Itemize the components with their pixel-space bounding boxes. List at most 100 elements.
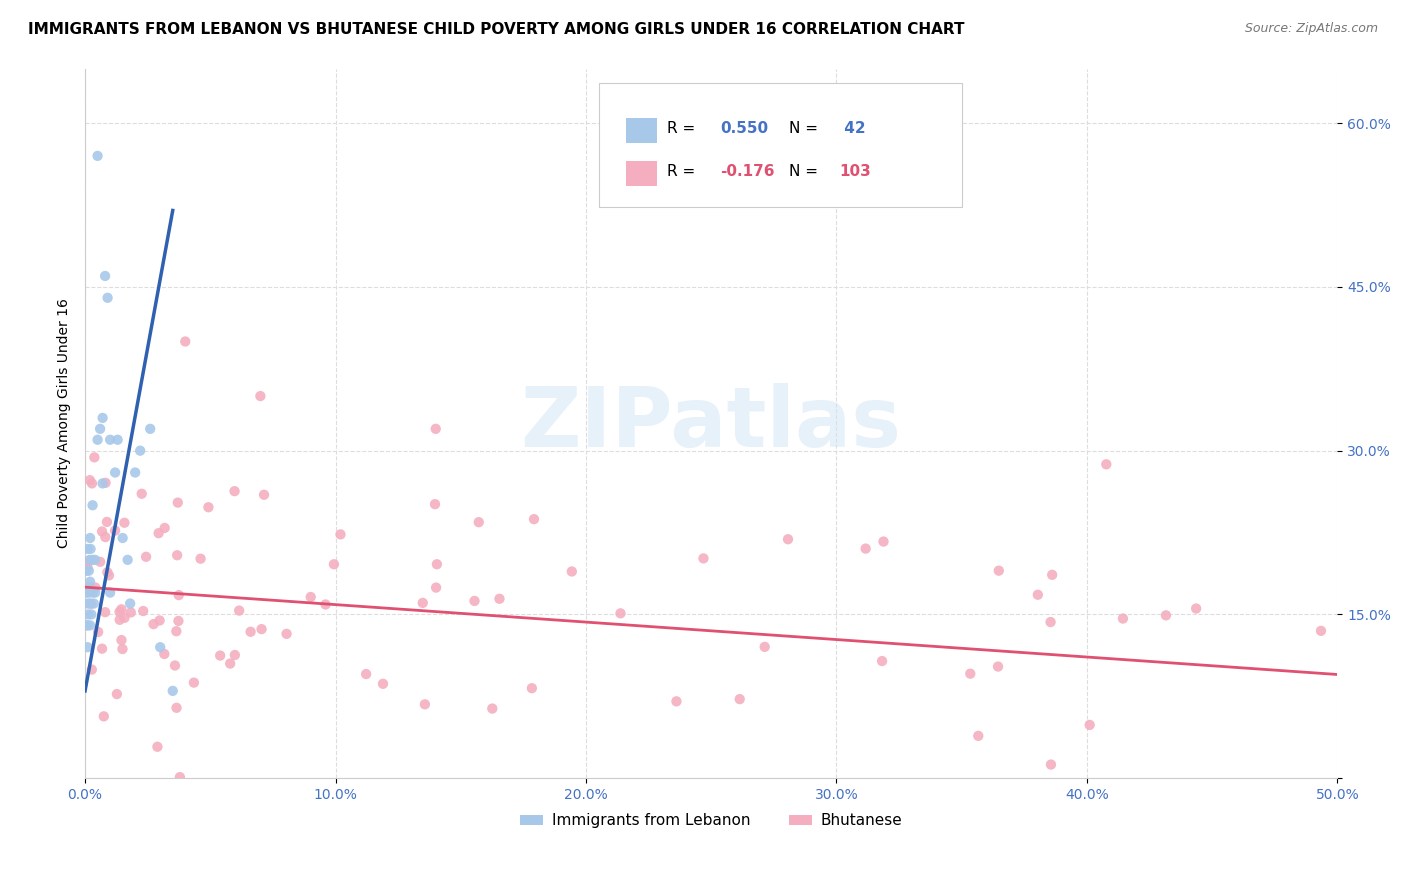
Point <box>82 498 104 512</box>
Point <box>1112 611 1135 625</box>
Point <box>488 591 510 606</box>
Bar <box>626 119 658 143</box>
Point <box>80 607 103 622</box>
Point <box>146 739 169 754</box>
Point <box>224 648 246 662</box>
Point <box>110 633 132 648</box>
Point <box>104 466 127 480</box>
Point <box>76 618 98 632</box>
Point <box>94 268 117 283</box>
Point <box>94 475 117 490</box>
Point <box>163 658 186 673</box>
Point <box>94 605 117 619</box>
Point <box>1154 608 1177 623</box>
Point <box>96 515 118 529</box>
Point <box>79 553 101 567</box>
Y-axis label: Child Poverty Among Girls Under 16: Child Poverty Among Girls Under 16 <box>58 299 72 549</box>
Point <box>250 622 273 636</box>
Text: N =: N = <box>789 121 823 136</box>
Text: R =: R = <box>668 121 700 136</box>
Point <box>354 667 377 681</box>
Point <box>754 640 776 654</box>
Point <box>135 549 157 564</box>
Point <box>967 729 990 743</box>
Point <box>174 334 197 349</box>
Point <box>83 597 105 611</box>
Point <box>82 585 104 599</box>
Point <box>1039 757 1062 772</box>
Point <box>104 524 127 538</box>
Point <box>79 580 101 594</box>
Point <box>94 530 117 544</box>
FancyBboxPatch shape <box>599 83 962 207</box>
Point <box>169 770 191 784</box>
Point <box>89 422 111 436</box>
Point <box>80 476 103 491</box>
Point <box>481 701 503 715</box>
Text: 42: 42 <box>839 121 866 136</box>
Point <box>149 640 172 655</box>
Point <box>77 585 100 599</box>
Point <box>228 604 250 618</box>
Point <box>91 524 114 539</box>
Point <box>120 606 142 620</box>
Point <box>79 541 101 556</box>
Point <box>82 553 104 567</box>
Point <box>77 554 100 568</box>
Point <box>870 654 893 668</box>
Point <box>86 149 108 163</box>
Point <box>219 657 242 671</box>
Point <box>105 687 128 701</box>
Point <box>79 618 101 632</box>
Point <box>83 450 105 465</box>
Point <box>167 588 190 602</box>
Point <box>79 574 101 589</box>
Point <box>423 497 446 511</box>
Point <box>209 648 232 663</box>
Point <box>120 597 142 611</box>
Point <box>1078 718 1101 732</box>
Point <box>425 422 447 436</box>
Point <box>91 411 114 425</box>
Point <box>76 640 98 655</box>
Point <box>1310 624 1333 638</box>
Point <box>520 681 543 696</box>
Point <box>84 585 107 599</box>
Point <box>1185 601 1208 615</box>
Point <box>98 568 121 582</box>
Point <box>98 433 121 447</box>
Point <box>523 512 546 526</box>
Point <box>77 564 100 578</box>
Point <box>371 677 394 691</box>
Text: N =: N = <box>789 164 823 179</box>
Point <box>463 594 485 608</box>
Point <box>76 597 98 611</box>
Point <box>190 551 212 566</box>
Point <box>224 484 246 499</box>
Point <box>124 466 146 480</box>
Point <box>108 605 131 619</box>
Point <box>97 291 120 305</box>
Point <box>153 647 176 661</box>
Text: IMMIGRANTS FROM LEBANON VS BHUTANESE CHILD POVERTY AMONG GIRLS UNDER 16 CORRELAT: IMMIGRANTS FROM LEBANON VS BHUTANESE CHI… <box>28 22 965 37</box>
Point <box>129 443 152 458</box>
Point <box>239 624 262 639</box>
Point <box>111 642 134 657</box>
Point <box>329 527 352 541</box>
Point <box>153 521 176 535</box>
Point <box>692 551 714 566</box>
Point <box>197 500 219 515</box>
Point <box>112 516 135 530</box>
Point <box>80 663 103 677</box>
Point <box>167 614 190 628</box>
Text: 0.550: 0.550 <box>720 121 768 136</box>
Point <box>1040 567 1063 582</box>
Point <box>1039 615 1062 629</box>
Point <box>79 473 101 487</box>
Point <box>1026 588 1049 602</box>
Point <box>76 541 98 556</box>
Point <box>165 624 187 639</box>
Bar <box>626 161 658 186</box>
Point <box>776 533 799 547</box>
Point <box>253 488 276 502</box>
